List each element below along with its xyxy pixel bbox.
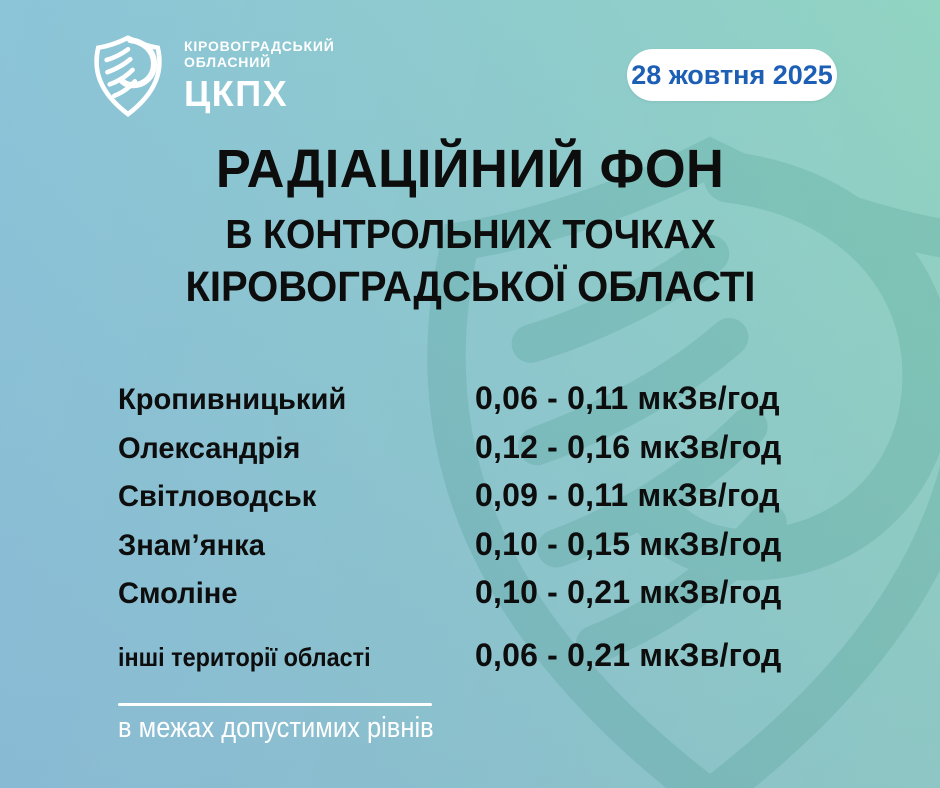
location-label: Світловодськ <box>118 480 317 513</box>
table-row: Світловодськ 0,09 - 0,11 мкЗв/год <box>118 477 848 526</box>
org-name-line2: ОБЛАСНИЙ <box>184 53 271 70</box>
location-label: Олександрія <box>118 431 301 465</box>
table-row: Смоліне 0,10 - 0,21 мкЗв/год <box>118 574 848 623</box>
table-row-other-territories: інші території області 0,06 - 0,21 мкЗв/… <box>118 637 848 681</box>
table-row: Кропивницький 0,06 - 0,11 мкЗв/год <box>118 380 848 429</box>
org-name: КІРОВОГРАДСЬКИЙ ОБЛАСНИЙ ЦКПХ <box>184 38 335 115</box>
location-label: інші території області <box>118 641 371 672</box>
date-badge: 28 жовтня 2025 <box>627 49 837 101</box>
title-line3: КІРОВОГРАДСЬКОЇ ОБЛАСТІ <box>185 263 755 311</box>
shield-logo-icon <box>94 35 162 118</box>
footnote-text: в межах допустимих рівнів <box>118 712 434 744</box>
radiation-value: 0,09 - 0,11 мкЗв/год <box>475 477 780 513</box>
radiation-value: 0,06 - 0,21 мкЗв/год <box>475 636 782 673</box>
org-logo: КІРОВОГРАДСЬКИЙ ОБЛАСНИЙ ЦКПХ <box>88 34 335 118</box>
title-line2: В КОНТРОЛЬНИХ ТОЧКАХ <box>224 211 716 257</box>
location-label: Знам’янка <box>118 528 265 562</box>
radiation-value: 0,06 - 0,11 мкЗв/год <box>475 380 780 416</box>
page-title: РАДІАЦІЙНИЙ ФОН В КОНТРОЛЬНИХ ТОЧКАХ КІР… <box>0 138 940 313</box>
org-abbreviation: ЦКПХ <box>184 72 289 114</box>
radiation-value: 0,12 - 0,16 мкЗв/год <box>475 428 782 465</box>
title-line1: РАДІАЦІЙНИЙ ФОН <box>215 139 725 199</box>
readings-table: Кропивницький 0,06 - 0,11 мкЗв/год Олекс… <box>118 380 848 681</box>
location-label: Кропивницький <box>118 383 347 416</box>
org-name-line1: КІРОВОГРАДСЬКИЙ <box>184 37 335 54</box>
footnote-divider <box>118 703 432 706</box>
location-label: Смоліне <box>118 577 238 610</box>
radiation-value: 0,10 - 0,21 мкЗв/год <box>475 574 782 610</box>
table-row: Олександрія 0,12 - 0,16 мкЗв/год <box>118 429 848 478</box>
radiation-value: 0,10 - 0,15 мкЗв/год <box>475 525 782 562</box>
table-row: Знам’янка 0,10 - 0,15 мкЗв/год <box>118 526 848 575</box>
